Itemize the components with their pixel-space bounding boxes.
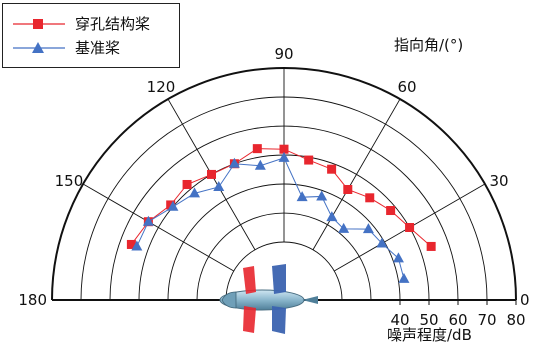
data-point-triangle — [142, 215, 154, 226]
series-line-1 — [136, 157, 405, 279]
legend-item-baseline: 基准桨 — [3, 37, 179, 59]
angle-tick-label: 90 — [274, 45, 293, 63]
grid-ring — [225, 241, 343, 301]
legend: 穿孔结构桨 基准桨 — [2, 3, 180, 68]
propeller-illustration — [219, 264, 318, 334]
data-point-square — [252, 144, 262, 154]
legend-label: 基准桨 — [75, 39, 121, 57]
radial-axis-title: 噪声程度/dB — [387, 326, 472, 344]
angle-tick-label: 150 — [55, 172, 84, 190]
data-point-square — [126, 239, 136, 249]
angle-tick-label: 0 — [520, 291, 530, 309]
angle-tick-label: 30 — [489, 172, 508, 190]
radial-tick-label: 40 — [390, 311, 409, 329]
data-point-square — [386, 206, 396, 216]
angle-tick-label: 120 — [147, 78, 176, 96]
data-point-square — [182, 179, 192, 189]
data-point-triangle — [362, 223, 374, 234]
angle-axis-title: 指向角/(°) — [394, 36, 464, 54]
radial-tick-label: 50 — [419, 311, 438, 329]
radial-tick-label: 60 — [448, 311, 467, 329]
radial-tick-label: 70 — [477, 311, 496, 329]
data-point-triangle — [326, 211, 338, 222]
legend-swatch-triangle — [13, 42, 65, 53]
data-point-triangle — [376, 237, 388, 248]
data-point-square — [365, 193, 375, 203]
data-point-triangle — [398, 272, 410, 283]
legend-item-perforated: 穿孔结构桨 — [3, 13, 179, 35]
data-point-square — [304, 155, 314, 165]
angle-tick-label: 60 — [397, 78, 416, 96]
data-point-square — [405, 223, 415, 232]
data-point-triangle — [254, 159, 266, 170]
angle-tick-label: 180 — [18, 291, 47, 309]
data-point-triangle — [338, 222, 350, 233]
data-point-square — [343, 184, 353, 194]
data-point-triangle — [228, 157, 240, 168]
legend-swatch-square — [13, 19, 65, 29]
spoke-line — [82, 183, 234, 272]
data-point-triangle — [189, 187, 201, 198]
legend-label: 穿孔结构桨 — [75, 15, 151, 33]
radial-tick-label: 80 — [506, 311, 525, 329]
data-point-triangle — [296, 191, 308, 202]
data-point-triangle — [131, 240, 143, 251]
data-point-square — [327, 164, 337, 174]
data-point-triangle — [167, 200, 179, 211]
spoke-line — [312, 98, 401, 250]
data-point-triangle — [316, 190, 328, 201]
tick-labels: 0 30 60 90 120 150 180 40 50 60 70 80 — [18, 45, 529, 329]
data-series — [126, 144, 436, 283]
data-point-triangle — [213, 180, 225, 191]
data-point-triangle — [278, 151, 290, 162]
data-point-triangle — [392, 252, 404, 263]
data-point-square — [279, 144, 289, 154]
data-point-square — [207, 169, 216, 179]
data-point-square — [426, 241, 436, 251]
